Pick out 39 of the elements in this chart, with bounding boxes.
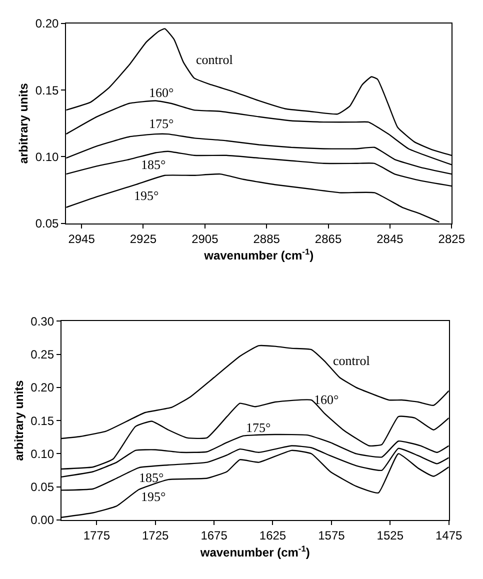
x-tick-label: 1625 <box>259 528 286 542</box>
x-tick-label: 2925 <box>130 232 157 246</box>
y-axis-title: arbitrary units <box>12 380 26 461</box>
series-label: 175° <box>246 420 271 435</box>
x-tick-label: 1725 <box>142 528 170 542</box>
series-label: control <box>333 353 370 368</box>
series-label: control <box>196 52 234 67</box>
y-tick-label: 0.05 <box>35 216 60 231</box>
x-tick-label: 2905 <box>192 232 219 246</box>
y-tick-label: 0.25 <box>30 347 54 362</box>
y-tick-label: 0.10 <box>30 446 54 461</box>
y-axis-title: arbitrary units <box>16 82 31 164</box>
x-tick-label: 2845 <box>376 232 404 246</box>
series-label: 195° <box>141 489 166 504</box>
y-tick-label: 0.15 <box>35 83 60 98</box>
y-tick-label: 0.00 <box>30 513 54 528</box>
x-axis-title: wavenumber (cm$^{-1}$) <box>203 246 314 263</box>
y-tick-label: 0.30 <box>30 314 54 328</box>
x-axis-title: wavenumber (cm$^{-1}$) <box>199 543 310 560</box>
x-tick-label: 1525 <box>376 528 404 542</box>
series-label: 185° <box>139 470 164 485</box>
series-label: 160° <box>314 392 339 407</box>
series-label: 175° <box>149 116 174 131</box>
x-tick-label: 2825 <box>438 232 466 246</box>
y-tick-label: 0.10 <box>35 150 60 164</box>
x-tick-label: 2865 <box>314 232 342 246</box>
y-tick-label: 0.05 <box>30 480 54 494</box>
x-tick-label: 2945 <box>68 232 96 246</box>
series-label: 160° <box>149 85 174 100</box>
series-label: 185° <box>141 157 166 172</box>
x-tick-label: 1775 <box>83 528 110 542</box>
y-tick-label: 0.20 <box>30 380 54 395</box>
y-tick-label: 0.15 <box>30 414 54 428</box>
y-tick-label: 0.20 <box>35 16 60 31</box>
x-tick-label: 1575 <box>318 528 346 542</box>
series-label: 195° <box>134 188 159 203</box>
x-tick-label: 1475 <box>435 528 462 542</box>
x-tick-label: 1675 <box>200 528 228 542</box>
x-tick-label: 2885 <box>253 232 280 246</box>
